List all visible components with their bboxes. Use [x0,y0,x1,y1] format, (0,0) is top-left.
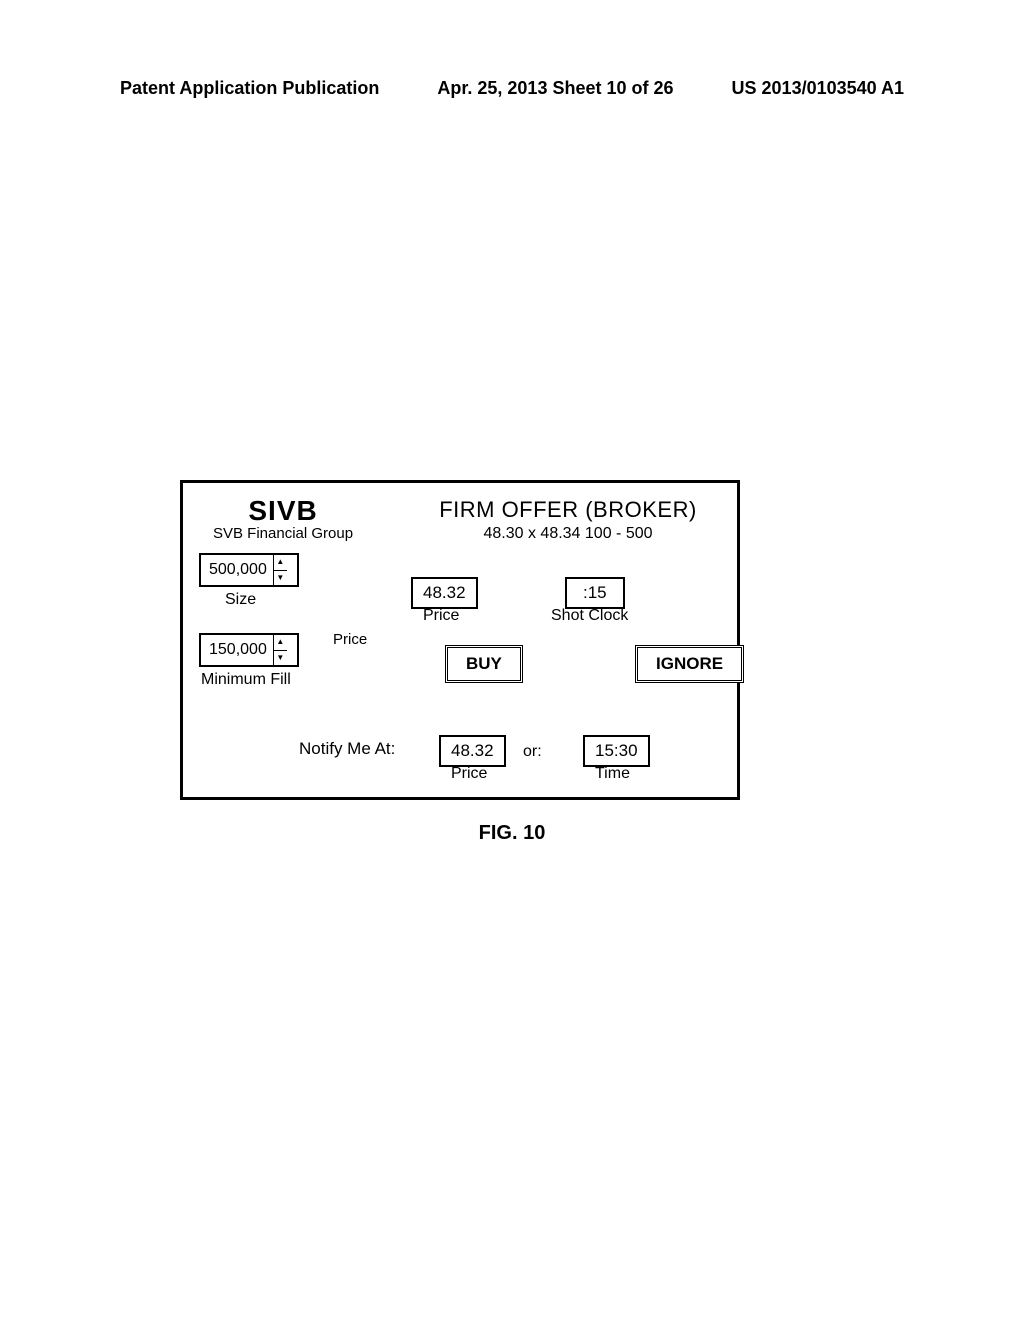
ticker-block: SIVB SVB Financial Group [213,495,353,542]
header-center: Apr. 25, 2013 Sheet 10 of 26 [437,78,673,99]
size-value: 500,000 [201,561,273,579]
header-left: Patent Application Publication [120,78,379,99]
ticker-name: SVB Financial Group [213,525,353,542]
notify-label: Notify Me At: [299,739,395,759]
offer-price-field[interactable]: 48.32 [411,577,478,609]
ticker-symbol: SIVB [213,495,353,527]
or-label: or: [523,743,542,761]
notify-time-label: Time [595,765,630,783]
minfill-arrows[interactable]: ▲ ▼ [273,635,287,665]
chevron-up-icon[interactable]: ▲ [274,635,287,650]
size-arrows[interactable]: ▲ ▼ [273,555,287,585]
notify-time-field[interactable]: 15:30 [583,735,650,767]
chevron-down-icon[interactable]: ▼ [274,650,287,666]
shot-clock-label: Shot Clock [551,607,628,625]
trading-dialog: SIVB SVB Financial Group FIRM OFFER (BRO… [180,480,740,800]
offer-header: FIRM OFFER (BROKER) 48.30 x 48.34 100 - … [413,497,723,543]
quote-line: 48.30 x 48.34 100 - 500 [413,525,723,543]
figure-caption: FIG. 10 [0,822,1024,845]
page-header: Patent Application Publication Apr. 25, … [120,78,904,99]
offer-price-label: Price [423,607,459,625]
chevron-down-icon[interactable]: ▼ [274,570,287,586]
chevron-up-icon[interactable]: ▲ [274,555,287,570]
minimum-fill-value: 150,000 [201,641,273,659]
shot-clock-field: :15 [565,577,625,609]
notify-price-label: Price [451,765,487,783]
buy-button[interactable]: BUY [445,645,523,683]
ignore-button[interactable]: IGNORE [635,645,744,683]
notify-price-field[interactable]: 48.32 [439,735,506,767]
offer-title: FIRM OFFER (BROKER) [413,497,723,523]
size-stepper[interactable]: 500,000 ▲ ▼ [199,553,299,587]
minimum-fill-label: Minimum Fill [201,671,291,689]
header-right: US 2013/0103540 A1 [732,78,904,99]
price-left-label: Price [333,631,367,648]
minimum-fill-stepper[interactable]: 150,000 ▲ ▼ [199,633,299,667]
size-label: Size [225,591,256,609]
